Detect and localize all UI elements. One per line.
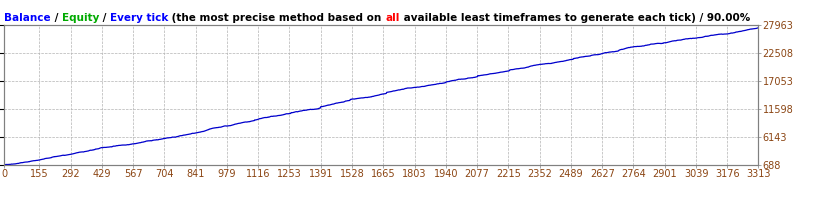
Text: (the most precise method based on: (the most precise method based on	[168, 13, 385, 23]
Text: /: /	[51, 13, 61, 23]
Text: available least timeframes to generate each tick) / 90.00%: available least timeframes to generate e…	[399, 13, 749, 23]
Text: all: all	[385, 13, 399, 23]
Text: Every tick: Every tick	[110, 13, 168, 23]
Text: Equity: Equity	[61, 13, 99, 23]
Text: Balance: Balance	[4, 13, 51, 23]
Text: /: /	[99, 13, 110, 23]
